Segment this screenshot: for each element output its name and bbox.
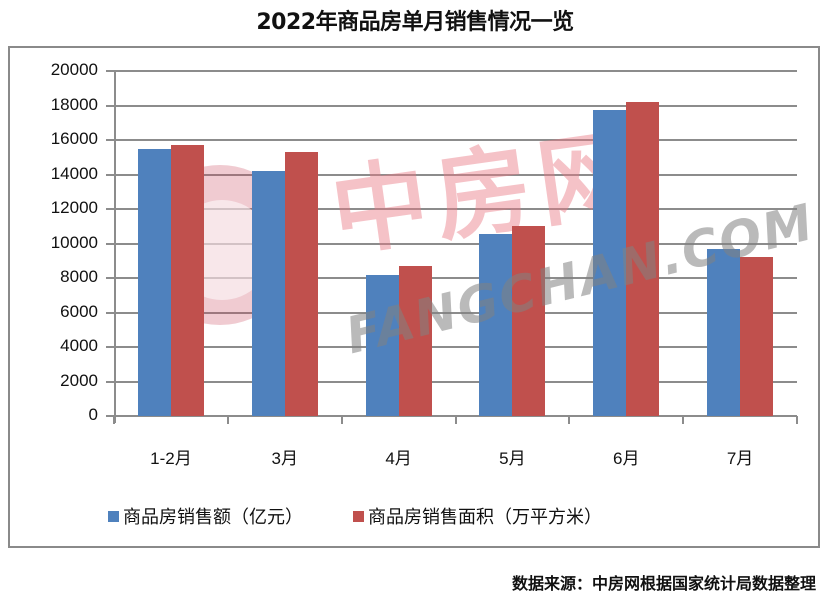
- x-tick: [454, 416, 457, 424]
- y-tick-label: 18000: [50, 94, 98, 114]
- legend-item-sales-amount: 商品房销售额（亿元）: [108, 503, 303, 529]
- x-tick-label: 7月: [726, 449, 754, 468]
- y-tick-label: 12000: [50, 198, 98, 217]
- gridline: [114, 70, 797, 72]
- gridline: [114, 380, 797, 383]
- legend-label: 商品房销售额（亿元）: [123, 507, 303, 528]
- y-tick-label: 10000: [50, 232, 98, 252]
- bar-sales-area: [626, 101, 660, 416]
- legend-label: 商品房销售面积（万平方米）: [368, 507, 602, 528]
- y-tick: [106, 242, 114, 245]
- bar-sales-amount: [251, 171, 285, 416]
- y-tick-label: 2000: [60, 370, 98, 390]
- y-tick-label: 0: [88, 405, 98, 424]
- y-axis: [114, 71, 116, 423]
- bar-sales-area: [740, 256, 774, 416]
- x-tick: [226, 416, 229, 424]
- y-tick: [106, 380, 114, 383]
- bar-sales-amount: [707, 249, 741, 416]
- x-tick-label: 3月: [271, 449, 298, 468]
- bar-sales-area: [512, 225, 546, 416]
- x-tick-label: 4月: [385, 449, 412, 468]
- y-tick-label: 8000: [60, 267, 98, 286]
- gridline: [114, 173, 797, 176]
- bar-sales-area: [170, 145, 204, 416]
- gridline: [114, 104, 797, 107]
- x-tick: [568, 416, 571, 424]
- bar-sales-amount: [137, 149, 171, 416]
- x-tick-label: 6月: [613, 449, 640, 468]
- x-tick: [796, 416, 798, 424]
- bar-sales-amount: [479, 234, 513, 416]
- x-tick: [113, 416, 115, 424]
- y-tick: [106, 70, 114, 72]
- bar-sales-amount: [365, 275, 399, 416]
- gridline: [114, 139, 797, 141]
- gridline: [114, 208, 797, 210]
- data-source-note: 数据来源：中房网根据国家统计局数据整理: [511, 574, 816, 593]
- gridline: [114, 346, 797, 348]
- y-tick: [106, 208, 114, 210]
- y-tick-label: 6000: [60, 301, 98, 321]
- y-tick-label: 14000: [50, 163, 98, 183]
- x-tick: [340, 416, 343, 424]
- x-tick-label: 5月: [499, 449, 526, 468]
- bar-sales-amount: [593, 110, 627, 416]
- y-tick: [106, 277, 114, 279]
- gridline: [114, 311, 797, 314]
- x-tick-label: 1-2月: [150, 449, 192, 468]
- gridline: [114, 242, 797, 245]
- x-axis: [106, 415, 797, 417]
- chart-title: 2022年商品房单月销售情况一览: [256, 10, 574, 35]
- legend-swatch-blue-icon: [108, 510, 119, 522]
- x-tick: [682, 416, 685, 424]
- chart-legend: 商品房销售额（亿元） 商品房销售面积（万平方米）: [108, 503, 602, 529]
- y-tick: [106, 311, 114, 314]
- y-tick-label: 4000: [60, 336, 98, 355]
- y-tick: [106, 173, 114, 176]
- y-tick-label: 16000: [50, 129, 98, 148]
- bar-sales-area: [284, 151, 318, 416]
- legend-swatch-red-icon: [353, 510, 364, 522]
- gridline: [114, 277, 797, 279]
- y-tick: [106, 346, 114, 348]
- y-tick: [106, 104, 114, 107]
- y-tick: [106, 139, 114, 141]
- legend-item-sales-area: 商品房销售面积（万平方米）: [353, 503, 602, 529]
- y-tick-label: 20000: [50, 60, 98, 79]
- bar-sales-area: [398, 265, 432, 416]
